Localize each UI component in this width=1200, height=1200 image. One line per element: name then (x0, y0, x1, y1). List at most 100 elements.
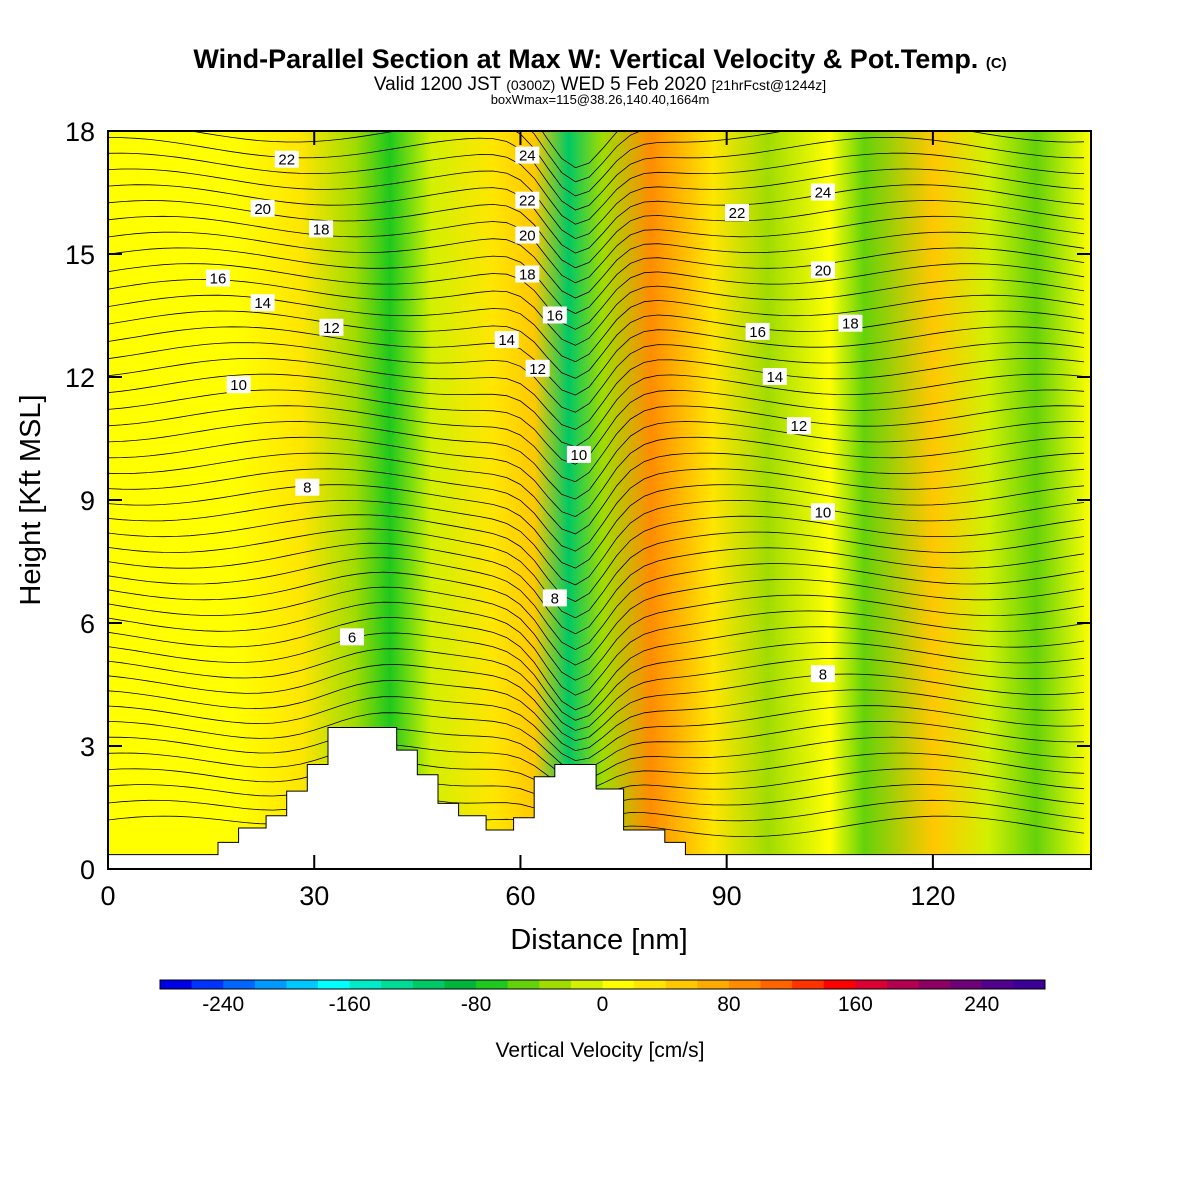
theta-label-text: 14 (498, 332, 515, 349)
theta-label: 14 (250, 294, 275, 312)
theta-label: 8 (810, 665, 835, 683)
theta-contour-line (108, 357, 1085, 430)
colorbar-swatch (476, 980, 509, 989)
colorbar-tick-label: 240 (964, 993, 999, 1016)
theta-label-box (838, 314, 863, 332)
theta-label-box (542, 589, 567, 607)
y-tick-label: 9 (80, 486, 95, 516)
colorbar-swatch (381, 980, 414, 989)
colorbar-swatch (349, 980, 382, 989)
theta-label: 18 (838, 314, 863, 333)
theta-label-box (525, 359, 550, 377)
theta-contour-line (108, 168, 1085, 240)
theta-label: 6 (340, 628, 365, 646)
colorbar-title: Vertical Velocity [cm/s] (496, 1039, 705, 1062)
theta-contour-line (108, 696, 1085, 762)
theta-label: 8 (295, 478, 320, 497)
colorbar-swatch (286, 980, 319, 989)
theta-label-text: 8 (551, 590, 559, 607)
theta-label-text: 24 (519, 148, 536, 165)
theta-label-box (250, 294, 275, 312)
y-tick-label: 6 (80, 609, 95, 639)
theta-label: 16 (205, 269, 230, 288)
colorbar-swatch (886, 980, 920, 989)
chart-title-main: Wind-Parallel Section at Max W: Vertical… (193, 44, 979, 74)
theta-label: 22 (274, 150, 299, 169)
theta-label-text: 22 (519, 193, 536, 210)
vertical-velocity-field (108, 131, 1091, 869)
theta-contour-line (108, 617, 1085, 711)
colorbar-tick-label: -160 (329, 993, 371, 1016)
theta-contour-line (108, 571, 1085, 666)
theta-label-text: 10 (815, 504, 832, 521)
theta-label: 12 (319, 318, 344, 337)
colorbar-swatch (918, 980, 951, 989)
theta-label: 18 (309, 220, 334, 238)
theta-contour-line (108, 263, 1085, 330)
colorbar-swatch (1013, 980, 1046, 989)
theta-contour-line (108, 405, 1085, 483)
theta-contour-line (108, 557, 1085, 651)
colorbar-tick-label: 80 (717, 993, 740, 1016)
colorbar-swatch (823, 980, 856, 989)
x-tick-label: 60 (505, 881, 535, 911)
plot-area: 22 20 18 16 14 12 10 8 6 24 22 20 18 16 14 12 10 8 22 24 20 1… (108, 131, 1091, 869)
theta-label-box (226, 376, 251, 394)
colorbar-swatch (444, 980, 477, 989)
x-tick-label: 120 (910, 881, 955, 911)
theta-label-box (250, 199, 275, 217)
x-axis-title: Distance [nm] (510, 924, 687, 956)
theta-label: 20 (515, 226, 540, 245)
theta-contour-line (108, 247, 1085, 314)
colorbar-frame (159, 979, 1046, 990)
colorbar-swatch (981, 980, 1014, 989)
theta-label-text: 14 (254, 295, 271, 312)
theta-label: 20 (250, 199, 275, 218)
theta-label-text: 16 (210, 271, 227, 288)
colorbar-swatch (570, 980, 603, 989)
theta-label: 12 (525, 359, 550, 378)
theta-label-box (515, 226, 540, 244)
theta-contour-line (108, 136, 1085, 211)
theta-contour-line (530, 131, 642, 183)
colorbar-swatch (160, 980, 193, 989)
colorbar-swatch (539, 980, 572, 989)
theta-label-text: 18 (842, 316, 859, 333)
theta-label-text: 12 (323, 320, 340, 337)
theta-label-text: 16 (749, 324, 766, 341)
x-tick-label: 30 (299, 881, 329, 911)
colorbar: -240 -160 -80 0 80 160 240 (159, 979, 1046, 1016)
colorbar-swatch (507, 980, 540, 989)
theta-label-box (295, 478, 320, 496)
forecast-info: [21hrFcst@1244z] (711, 77, 827, 93)
theta-label-text: 22 (278, 152, 295, 169)
potential-temperature-labels: 22 20 18 16 14 12 10 8 6 24 22 20 18 16 14 12 10 8 22 24 20 1… (205, 146, 863, 683)
theta-label-box (515, 191, 540, 209)
theta-contour-line (108, 542, 1085, 635)
theta-label-text: 16 (546, 308, 563, 325)
theta-label-box (786, 417, 811, 435)
theta-label-box (810, 183, 835, 201)
colorbar-swatch (254, 980, 287, 989)
theta-contour-line (108, 680, 1085, 752)
chart-subtitle: Valid 1200 JST (0300Z) WED 5 Feb 2020 [2… (0, 74, 1200, 96)
theta-contour-line (108, 421, 1085, 500)
colorbar-tick-label: 160 (838, 993, 873, 1016)
theta-label-box (494, 331, 519, 349)
theta-label: 14 (762, 368, 787, 386)
box-wmax-info: boxWmax=115@38.26,140.40,1664m (490, 92, 710, 107)
theta-contour-line (108, 389, 1085, 465)
theta-label-text: 18 (313, 221, 330, 238)
theta-contour-line (108, 342, 1085, 413)
y-tick-label: 0 (80, 855, 95, 885)
colorbar-swatch (950, 980, 983, 989)
theta-label-box (542, 306, 567, 324)
theta-contour-line (108, 664, 1085, 742)
theta-label-text: 20 (815, 262, 832, 279)
theta-label: 24 (515, 146, 540, 165)
theta-label: 12 (786, 417, 811, 435)
colorbar-swatch (760, 980, 793, 989)
theta-contour-line (108, 468, 1085, 552)
theta-label: 20 (810, 261, 835, 279)
theta-label-box (762, 368, 787, 385)
